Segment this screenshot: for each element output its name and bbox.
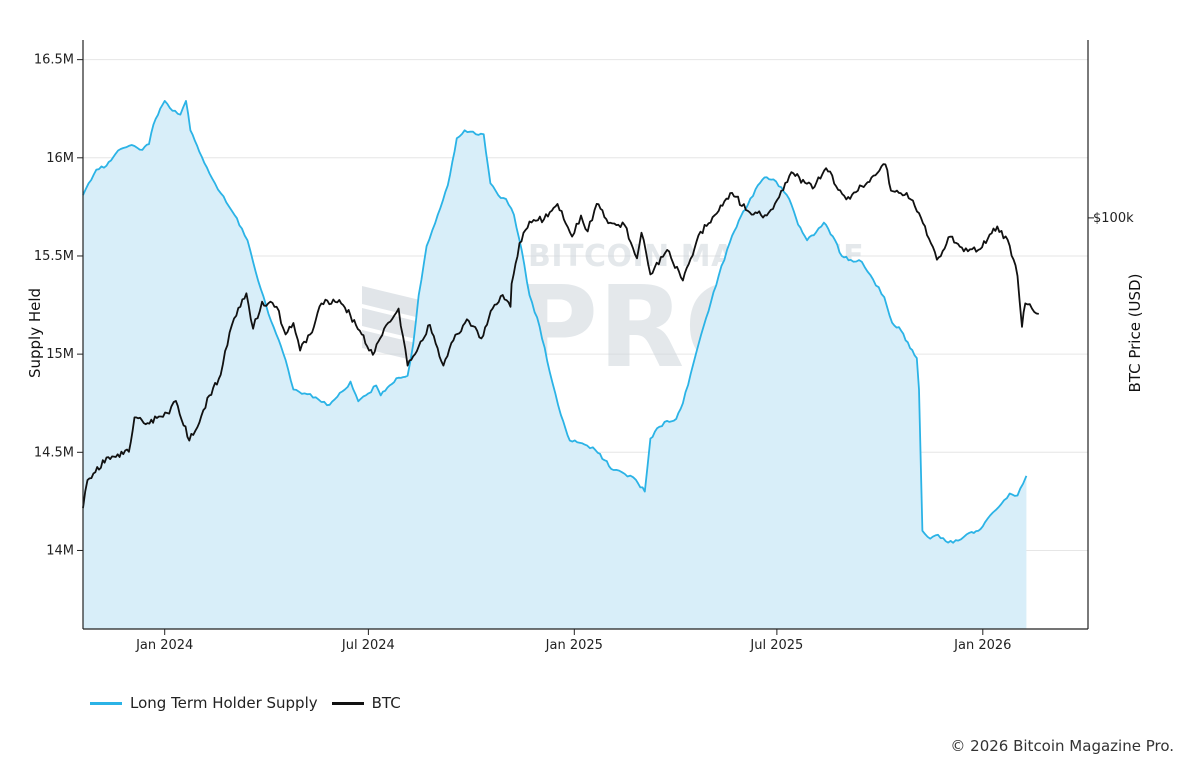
copyright-text: © 2026 Bitcoin Magazine Pro. bbox=[950, 737, 1174, 755]
x-tick-label: Jan 2024 bbox=[135, 638, 193, 653]
y2-axis-title: BTC Price (USD) bbox=[1126, 274, 1144, 393]
y2-tick-label: $100k bbox=[1093, 211, 1134, 226]
y-tick-label: 14M bbox=[46, 543, 74, 558]
series-line-long-term-holder-supply bbox=[82, 100, 1028, 544]
series-line-btc bbox=[82, 163, 1039, 509]
legend: Long Term Holder Supply BTC bbox=[90, 694, 401, 712]
axes: 16.5M 16M 15.5M 15M 14.5M 14M $100k Jan 2024 Jul… bbox=[34, 40, 1134, 653]
y-axis-title: Supply Held bbox=[26, 288, 44, 378]
x-tick-label: Jul 2025 bbox=[749, 638, 803, 653]
legend-label-btc: BTC bbox=[371, 694, 401, 712]
legend-item-ltsh[interactable]: Long Term Holder Supply bbox=[90, 694, 318, 712]
x-tick-label: Jul 2024 bbox=[341, 638, 395, 653]
y-tick-label: 14.5M bbox=[34, 445, 74, 460]
legend-swatch-btc bbox=[331, 701, 364, 705]
y-tick-label: 15M bbox=[46, 347, 74, 362]
series-layer bbox=[82, 100, 1039, 629]
x-tick-label: Jan 2026 bbox=[953, 638, 1011, 653]
y-tick-label: 16M bbox=[46, 151, 74, 166]
legend-item-btc[interactable]: BTC bbox=[331, 694, 401, 712]
y-tick-label: 16.5M bbox=[34, 53, 74, 68]
legend-label-ltsh: Long Term Holder Supply bbox=[130, 694, 318, 712]
y-tick-label: 15.5M bbox=[34, 249, 74, 264]
series-area-long-term-holder-supply bbox=[83, 100, 1027, 629]
legend-swatch-ltsh bbox=[90, 701, 122, 705]
x-tick-label: Jan 2025 bbox=[545, 638, 603, 653]
